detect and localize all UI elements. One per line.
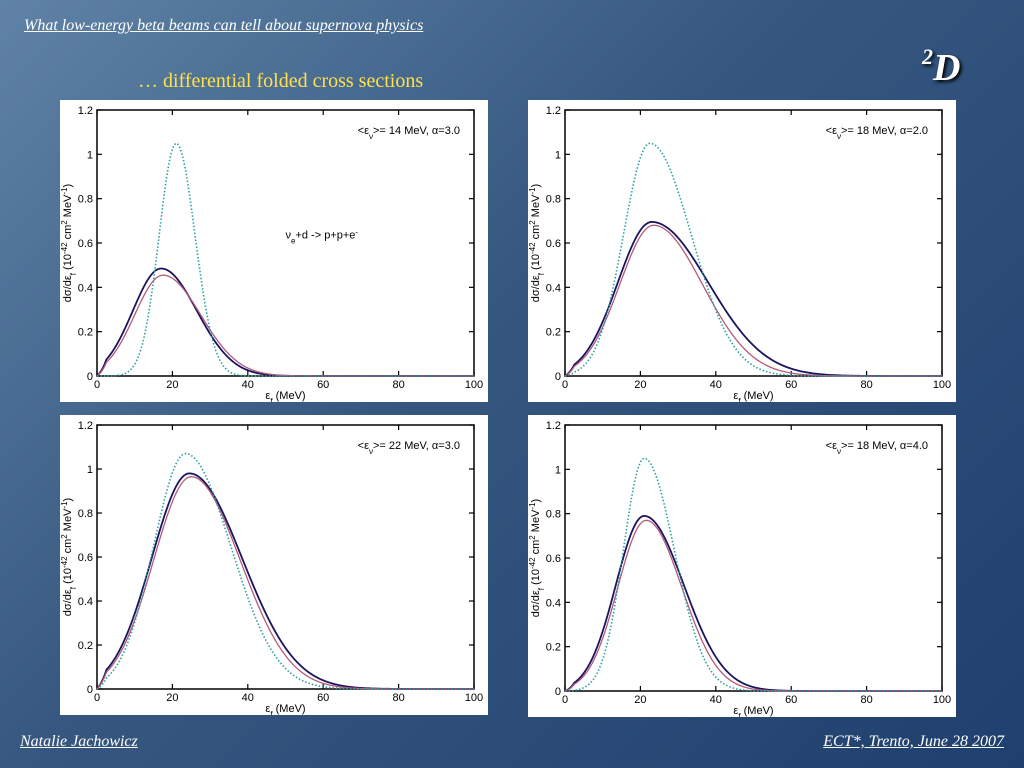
y-tick-label: 0.6	[546, 238, 561, 250]
series-line-dotted-teal	[97, 142, 474, 377]
chart-panel-1: 0 20 40 60 80 100 0 0.2 0.4 0.6 0.8 1 1.2 εf (MeV) dσ/…	[60, 100, 488, 402]
x-tick-label: 60	[317, 379, 329, 391]
legend-text: <εν>= 22 MeV, α=3.0	[358, 440, 460, 456]
badge-letter: D	[933, 47, 961, 89]
x-tick-label: 0	[562, 694, 568, 706]
badge-superscript: 2	[922, 44, 933, 69]
y-tick-label: 0.4	[546, 282, 561, 294]
chart-2: 0 20 40 60 80 100 0 0.2 0.4 0.6 0.8 1 1.2 εf (MeV) dσ/…	[528, 105, 951, 402]
x-tick-label: 20	[166, 692, 178, 704]
x-tick-label: 40	[242, 692, 254, 704]
footer-event: ECT*, Trento, June 28 2007	[823, 733, 1004, 750]
chart-1: 0 20 40 60 80 100 0 0.2 0.4 0.6 0.8 1 1.2 εf (MeV) dσ/…	[60, 105, 483, 402]
y-tick-label: 0.2	[546, 642, 561, 654]
slide-subtitle: … differential folded cross sections	[138, 70, 424, 92]
y-tick-label: 0.8	[546, 509, 561, 521]
y-tick-label: 0.6	[78, 552, 93, 564]
y-axis-label: dσ/dεf (10-42 cm2 MeV-1)	[528, 499, 546, 617]
y-tick-label: 0.6	[78, 238, 93, 250]
legend-text: <εν>= 14 MeV, α=3.0	[358, 125, 460, 141]
series-line-dotted-teal	[96, 452, 474, 690]
x-tick-label: 100	[933, 694, 951, 706]
x-tick-label: 60	[785, 379, 797, 391]
y-tick-label: 0.2	[78, 640, 93, 652]
y-tick-label: 1.2	[78, 420, 93, 432]
y-tick-label: 0	[555, 371, 561, 383]
x-tick-label: 80	[860, 379, 872, 391]
y-axis-label: dσ/dεf (10-42 cm2 MeV-1)	[528, 184, 546, 302]
x-tick-label: 20	[634, 379, 646, 391]
y-tick-label: 1	[87, 464, 93, 476]
x-axis-label: εf (MeV)	[733, 705, 773, 717]
plot-frame	[96, 109, 475, 377]
x-tick-label: 80	[392, 379, 404, 391]
y-tick-label: 1	[555, 464, 561, 476]
y-tick-label: 1	[555, 149, 561, 161]
x-tick-label: 0	[94, 379, 100, 391]
y-tick-label: 0	[555, 686, 561, 698]
y-tick-label: 0.8	[546, 194, 561, 206]
x-tick-label: 0	[94, 692, 100, 704]
series-line-solid-dark	[96, 267, 474, 377]
x-tick-label: 40	[710, 379, 722, 391]
series-line-solid-dark	[564, 514, 942, 692]
y-axis-label: dσ/dεf (10-42 cm2 MeV-1)	[60, 498, 78, 616]
series-line-solid-mauve	[96, 476, 474, 690]
chart-3: 0 20 40 60 80 100 0 0.2 0.4 0.6 0.8 1 1.2 εf (MeV) dσ/…	[60, 420, 483, 715]
y-tick-label: 0.8	[78, 194, 93, 206]
x-axis-label: εf (MeV)	[265, 703, 305, 715]
y-tick-label: 1	[87, 149, 93, 161]
x-tick-label: 60	[317, 692, 329, 704]
plot-frame	[564, 424, 943, 692]
y-tick-label: 0.6	[546, 553, 561, 565]
x-tick-label: 40	[710, 694, 722, 706]
x-tick-label: 20	[166, 379, 178, 391]
y-tick-label: 0.4	[78, 596, 93, 608]
x-tick-label: 40	[242, 379, 254, 391]
y-tick-label: 0.4	[546, 597, 561, 609]
y-tick-label: 0.4	[78, 282, 93, 294]
series-line-solid-mauve	[564, 519, 942, 692]
y-tick-label: 1.2	[78, 105, 93, 117]
x-tick-label: 0	[562, 379, 568, 391]
series-line-solid-mauve	[564, 224, 942, 377]
chart-panel-4: 0 20 40 60 80 100 0 0.2 0.4 0.6 0.8 1 1.2 εf (MeV) dσ/…	[528, 415, 956, 717]
y-tick-label: 1.2	[546, 105, 561, 117]
chart-4: 0 20 40 60 80 100 0 0.2 0.4 0.6 0.8 1 1.2 εf (MeV) dσ/…	[528, 420, 951, 717]
legend-text: <εν>= 18 MeV, α=4.0	[826, 440, 928, 456]
y-tick-label: 1.2	[546, 420, 561, 432]
x-tick-label: 80	[392, 692, 404, 704]
x-axis-label: εf (MeV)	[733, 390, 773, 402]
series-line-solid-dark	[564, 221, 942, 377]
y-tick-label: 0	[87, 371, 93, 383]
series-line-dotted-teal	[564, 457, 942, 692]
x-tick-label: 20	[634, 694, 646, 706]
chart-panel-3: 0 20 40 60 80 100 0 0.2 0.4 0.6 0.8 1 1.2 εf (MeV) dσ/…	[60, 415, 488, 715]
y-axis-label: dσ/dεf (10-42 cm2 MeV-1)	[60, 184, 78, 302]
x-axis-label: εf (MeV)	[265, 390, 305, 402]
y-tick-label: 0.2	[78, 327, 93, 339]
chart-panel-2: 0 20 40 60 80 100 0 0.2 0.4 0.6 0.8 1 1.2 εf (MeV) dσ/…	[528, 100, 956, 402]
legend-text: <εν>= 18 MeV, α=2.0	[826, 125, 928, 141]
reaction-label: νe+d -> p+p+e-	[286, 227, 359, 245]
series-line-solid-dark	[96, 472, 474, 690]
series-line-dotted-teal	[564, 142, 942, 377]
x-tick-label: 60	[785, 694, 797, 706]
x-tick-label: 80	[860, 694, 872, 706]
presentation-title: What low-energy beta beams can tell abou…	[24, 17, 424, 34]
x-tick-label: 100	[465, 692, 483, 704]
y-tick-label: 0	[87, 684, 93, 696]
y-tick-label: 0.2	[546, 327, 561, 339]
x-tick-label: 100	[465, 379, 483, 391]
x-tick-label: 100	[933, 379, 951, 391]
y-tick-label: 0.8	[78, 508, 93, 520]
series-line-solid-mauve	[96, 274, 474, 377]
section-badge: 2D	[922, 44, 961, 90]
footer-author: Natalie Jachowicz	[20, 733, 138, 750]
